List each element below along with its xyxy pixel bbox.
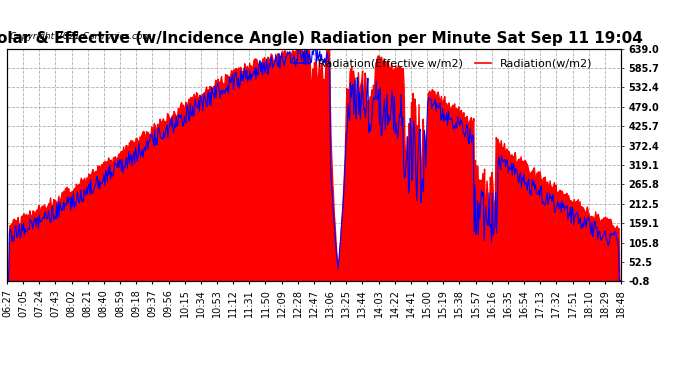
Text: Copyright 2021 Cartronics.com: Copyright 2021 Cartronics.com [10,32,152,41]
Title: Solar & Effective (w/Incidence Angle) Radiation per Minute Sat Sep 11 19:04: Solar & Effective (w/Incidence Angle) Ra… [0,31,642,46]
Legend: Radiation(Effective w/m2), Radiation(w/m2): Radiation(Effective w/m2), Radiation(w/m… [288,54,597,73]
